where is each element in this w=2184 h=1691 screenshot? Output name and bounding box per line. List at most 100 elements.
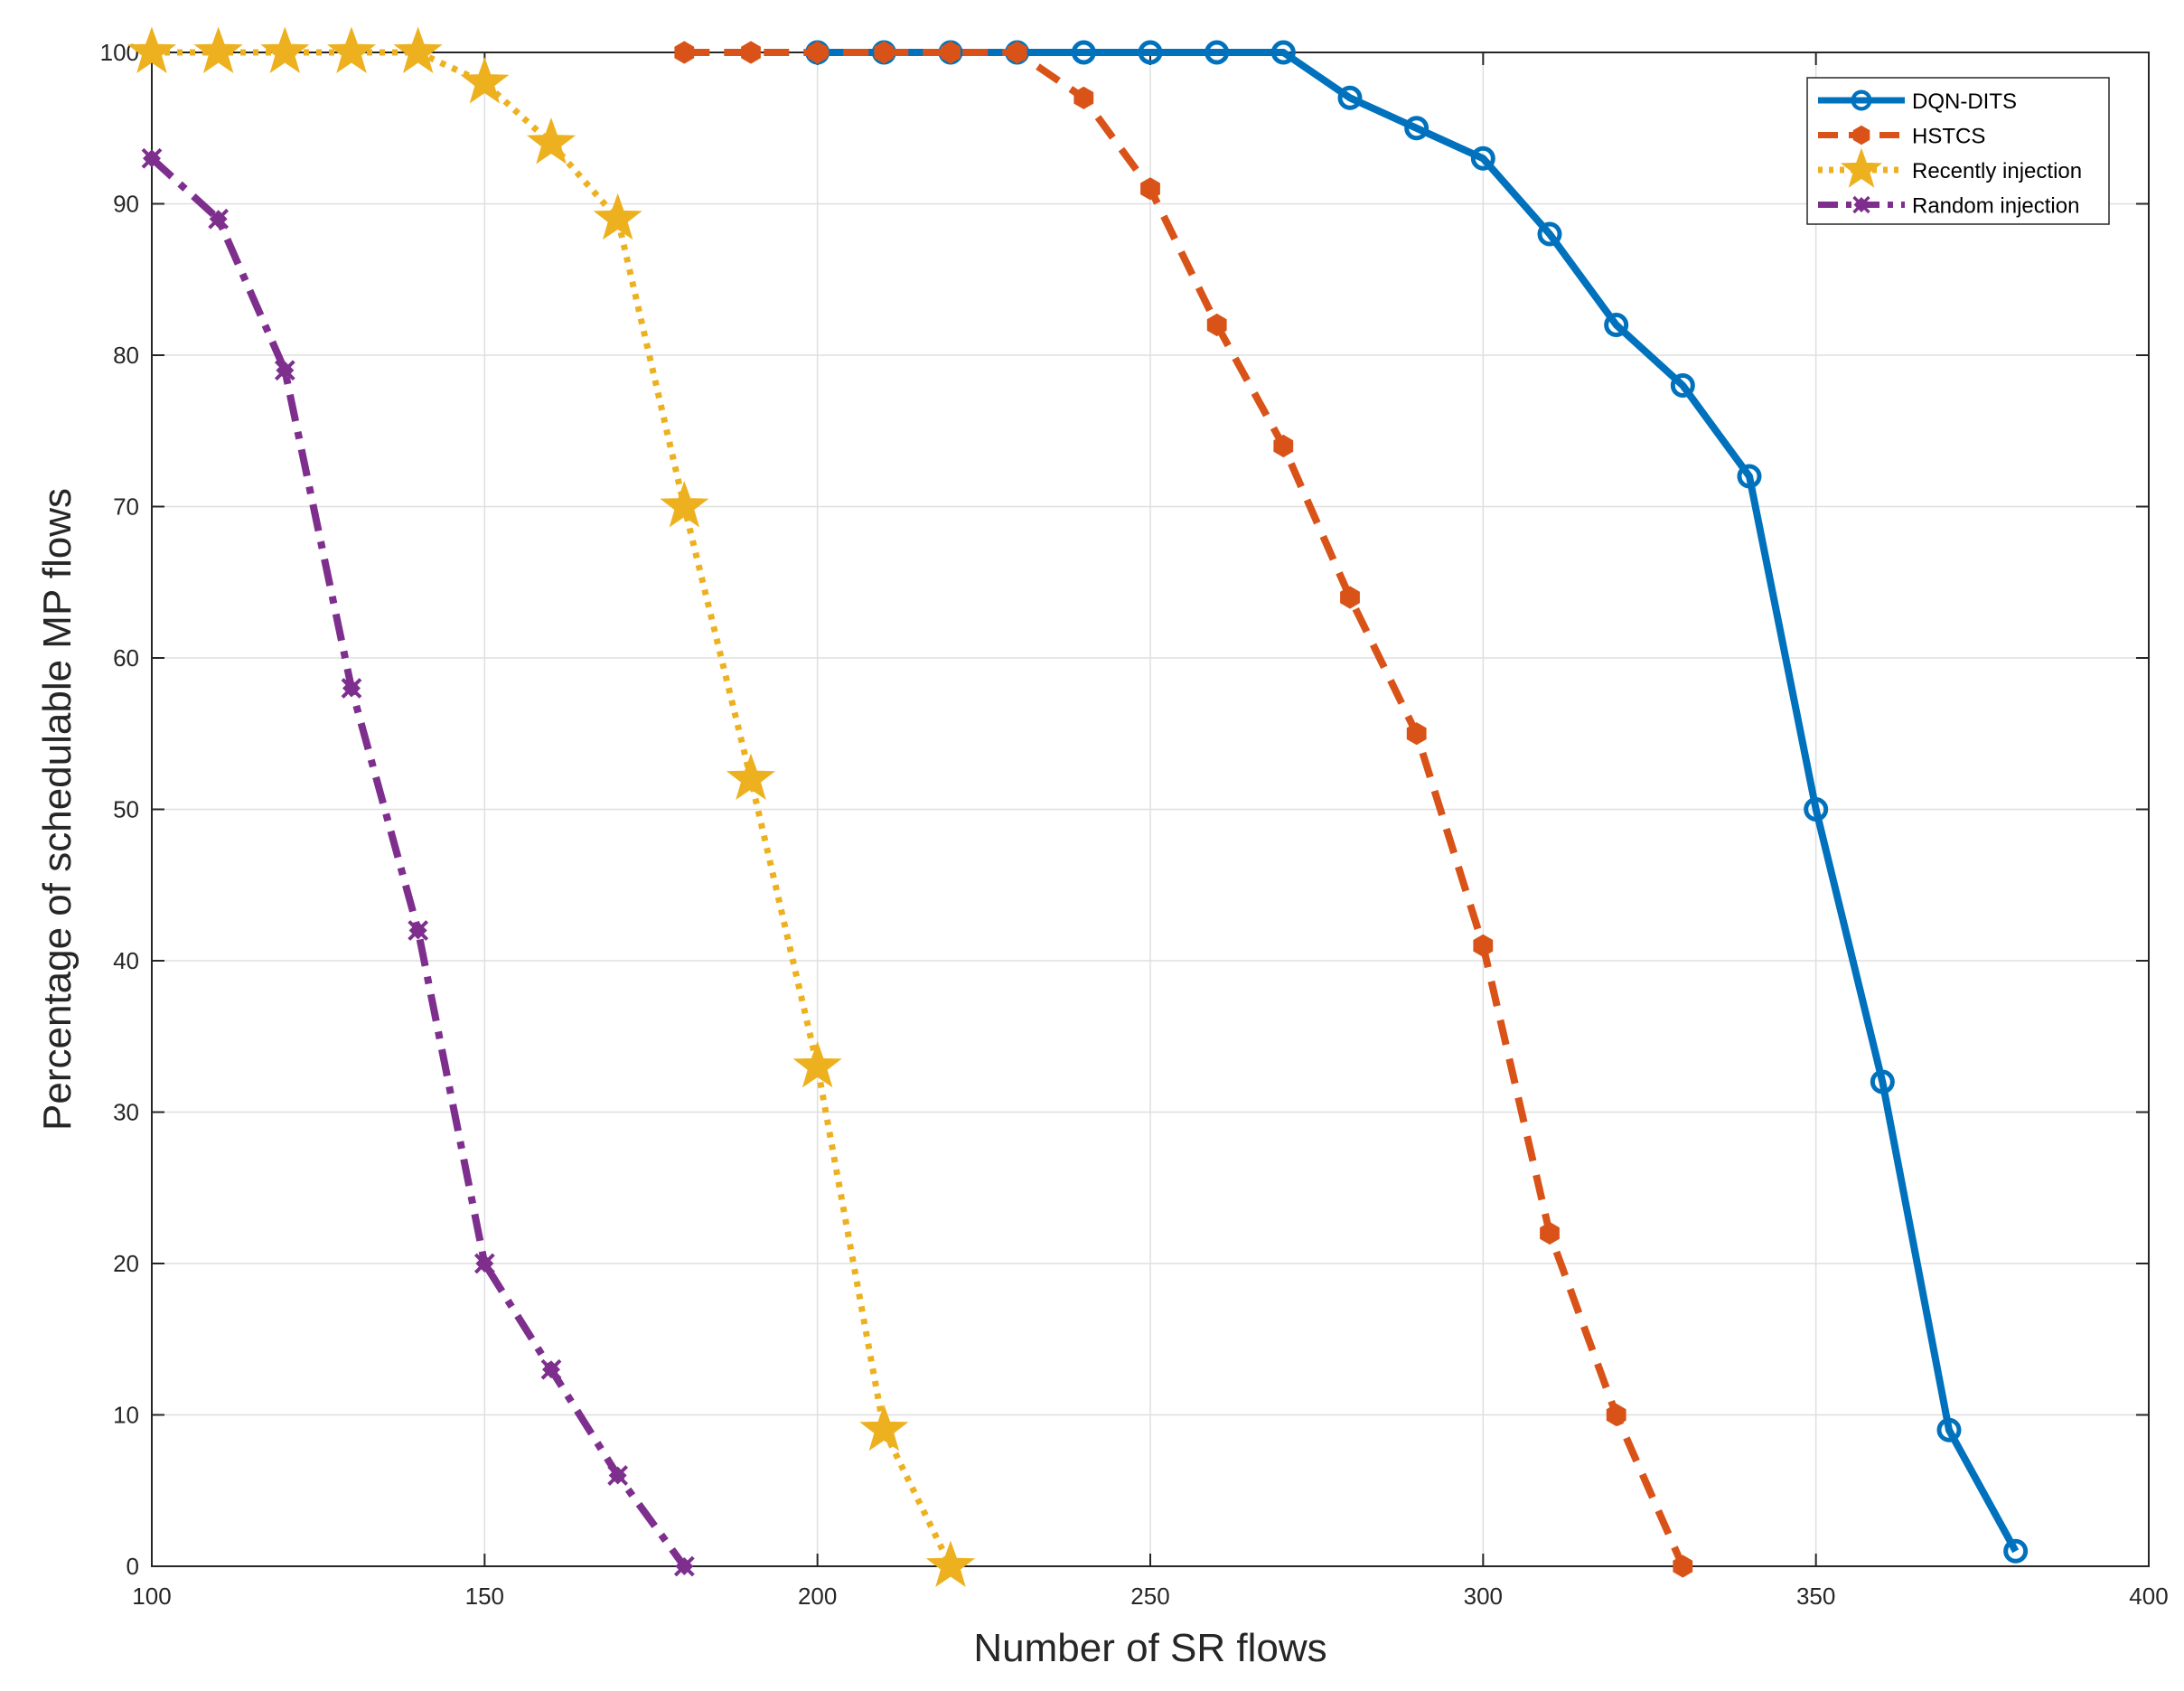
data-point <box>1936 1417 1962 1442</box>
legend-label: Recently injection <box>1912 159 2082 183</box>
marker-x-stroke <box>673 1555 695 1577</box>
data-point <box>1606 1403 1626 1427</box>
data-point <box>1537 221 1562 247</box>
x-tick-label: 300 <box>1464 1583 1503 1610</box>
data-point <box>660 481 709 528</box>
data-point <box>1540 1221 1560 1245</box>
data-point <box>274 360 295 381</box>
marker-x-stroke <box>341 678 362 699</box>
data-point <box>593 193 642 240</box>
data-point <box>1337 85 1363 110</box>
data-point <box>741 41 761 64</box>
marker-x-stroke <box>408 920 429 941</box>
data-point <box>1804 797 1829 822</box>
data-point <box>1140 177 1160 201</box>
data-point <box>2003 1538 2029 1564</box>
data-point <box>526 117 576 164</box>
data-point <box>1206 313 1227 337</box>
y-tick-label: 40 <box>113 947 139 974</box>
data-point <box>925 1540 976 1587</box>
x-axis-title: Number of SR flows <box>973 1626 1326 1670</box>
legend-label: DQN-DITS <box>1912 89 2017 114</box>
data-point <box>792 1040 842 1088</box>
y-axis-title: Percentage of schedulable MP flows <box>35 488 80 1131</box>
data-point <box>1204 40 1230 65</box>
y-tick-label: 20 <box>113 1250 139 1277</box>
x-tick-label: 100 <box>132 1583 171 1610</box>
marker-x-stroke <box>1852 195 1870 214</box>
y-tick-label: 30 <box>113 1099 139 1126</box>
data-point <box>1604 313 1629 337</box>
data-point <box>1406 722 1427 746</box>
legend: DQN-DITS HSTCS Recently injection Random in… <box>1806 77 2110 225</box>
data-point <box>1673 1555 1693 1578</box>
data-point <box>540 1358 562 1380</box>
data-point <box>208 208 230 230</box>
legend-label: HSTCS <box>1912 125 1985 149</box>
data-point <box>674 41 695 64</box>
data-point <box>473 1253 495 1274</box>
data-point <box>1737 464 1762 489</box>
data-point <box>1870 1069 1895 1094</box>
data-point <box>1071 40 1096 65</box>
legend-marker-sample <box>1852 195 1870 214</box>
series-1 <box>674 41 1693 1578</box>
data-point <box>408 920 429 941</box>
legend-marker-sample <box>1840 147 1883 188</box>
legend-marker-sample <box>1851 89 1872 111</box>
series-3 <box>141 147 695 1577</box>
x-tick-label: 200 <box>798 1583 837 1610</box>
marker-x-stroke <box>540 1358 562 1380</box>
data-point <box>141 147 163 169</box>
data-point <box>859 1404 909 1451</box>
marker-x-stroke <box>607 1465 629 1486</box>
series-2 <box>127 26 976 1587</box>
y-tick-label: 0 <box>127 1553 139 1580</box>
data-point <box>1470 146 1495 171</box>
data-point <box>1273 434 1294 458</box>
y-tick-label: 90 <box>113 191 139 218</box>
data-point <box>673 1555 695 1577</box>
data-point <box>1138 40 1163 65</box>
marker-x-stroke <box>473 1253 495 1274</box>
data-point <box>1404 116 1429 141</box>
data-point <box>874 41 895 64</box>
data-point <box>1473 934 1494 957</box>
data-point <box>341 678 362 699</box>
data-point <box>393 26 443 74</box>
data-point <box>260 26 310 74</box>
data-point <box>460 57 510 104</box>
legend-marker-sample <box>1852 125 1870 146</box>
data-point <box>1007 41 1027 64</box>
x-tick-label: 150 <box>465 1583 504 1610</box>
legend-label: Random injection <box>1912 194 2079 219</box>
data-point <box>726 753 776 800</box>
y-tick-label: 10 <box>113 1402 139 1429</box>
x-tick-label: 400 <box>2129 1583 2168 1610</box>
y-tick-label: 50 <box>113 796 139 823</box>
data-point <box>1270 40 1296 65</box>
data-point <box>941 41 961 64</box>
y-tick-label: 70 <box>113 493 139 521</box>
data-point <box>807 41 828 64</box>
axis-ticks: 100 150 200 250 300 350 400 0 10 20 30 40 50 60 70 80 90… <box>100 39 2169 1610</box>
marker-x-stroke <box>274 360 295 381</box>
data-point <box>1340 586 1360 609</box>
data-point <box>326 26 377 73</box>
data-point <box>607 1465 629 1486</box>
y-tick-label: 100 <box>100 39 139 66</box>
series-line <box>684 49 1686 1568</box>
data-point <box>1670 373 1695 398</box>
series-group <box>127 26 2029 1587</box>
x-tick-label: 350 <box>1796 1583 1835 1610</box>
y-tick-label: 80 <box>113 342 139 369</box>
marker-x-stroke <box>208 208 230 230</box>
data-point <box>127 26 177 73</box>
x-tick-label: 250 <box>1130 1583 1169 1610</box>
y-tick-label: 60 <box>113 644 139 672</box>
marker-x-stroke <box>141 147 163 169</box>
data-point <box>1073 86 1094 109</box>
